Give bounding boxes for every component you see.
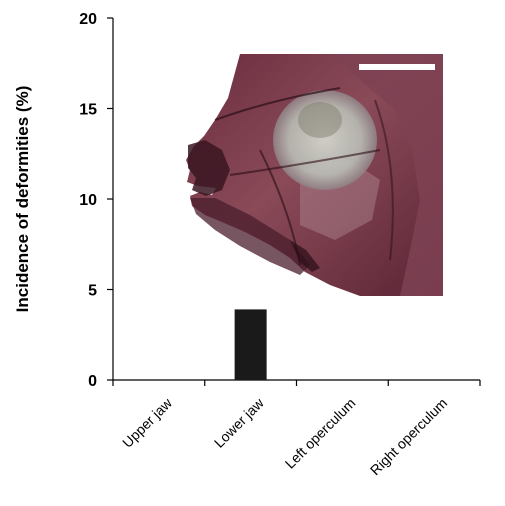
y-axis-title: Incidence of deformities (%) bbox=[13, 86, 32, 313]
y-tick-label: 20 bbox=[79, 11, 97, 28]
fish-head-inset-image bbox=[186, 54, 443, 296]
x-ticks: Upper jaw Lower jaw Left operculum Right op… bbox=[112, 380, 481, 478]
x-tick-label: Upper jaw bbox=[119, 394, 176, 451]
y-ticks: 0 5 10 15 20 bbox=[79, 11, 113, 390]
y-tick-label: 10 bbox=[79, 192, 97, 209]
scale-bar bbox=[359, 64, 435, 70]
y-tick-label: 5 bbox=[88, 283, 97, 300]
bar-lower-jaw bbox=[234, 309, 267, 380]
y-tick-label: 15 bbox=[79, 102, 97, 119]
x-tick-label: Right operculum bbox=[367, 395, 450, 478]
x-tick-label: Lower jaw bbox=[211, 394, 268, 451]
y-tick-label: 0 bbox=[88, 373, 97, 390]
x-tick-label: Left operculum bbox=[282, 395, 359, 472]
bars bbox=[234, 309, 267, 380]
